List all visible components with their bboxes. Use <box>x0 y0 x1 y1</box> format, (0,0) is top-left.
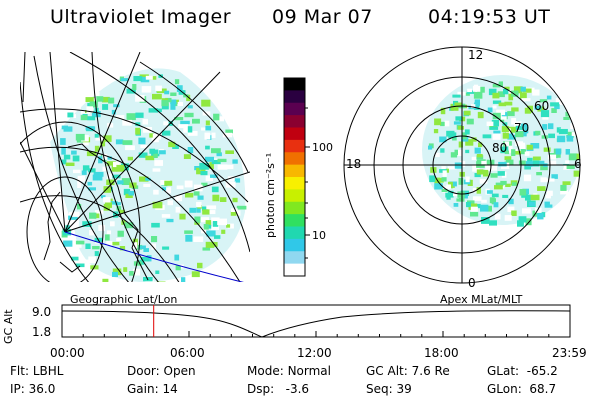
colorbar: 100 10 photon cm⁻²s⁻¹ <box>264 77 333 277</box>
mode-info: Mode: Normal <box>247 364 331 378</box>
dsp-info: Dsp: -3.6 <box>247 382 310 396</box>
alt-xtick-4: 23:59 <box>552 346 587 360</box>
mlt-label-18: 18 <box>346 157 361 171</box>
mlt-label-0: 0 <box>468 276 476 290</box>
mlt-label-12: 12 <box>468 48 483 62</box>
colorbar-tick-100: 100 <box>312 141 333 154</box>
mlt-label-6: 6 <box>574 157 582 171</box>
gain-info: Gain: 14 <box>127 382 178 396</box>
alt-plot-ylabel: GC Alt <box>2 309 15 344</box>
mlat-label-80: 80 <box>492 141 507 155</box>
coastline <box>43 143 149 281</box>
alt-xtick-0: 00:00 <box>50 346 85 360</box>
gc-alt-info: GC Alt: 7.6 Re <box>366 364 450 378</box>
alt-ytick-bottom: 1.8 <box>32 325 52 339</box>
alt-xtick-3: 18:00 <box>424 346 459 360</box>
mlat-label-70: 70 <box>514 121 529 135</box>
date-label: 09 Mar 07 <box>272 6 373 28</box>
alt-xtick-1: 06:00 <box>170 346 205 360</box>
instrument-title: Ultraviolet Imager <box>50 6 232 28</box>
polar-grid <box>343 46 581 284</box>
alt-ytick-top: 9.0 <box>32 305 52 319</box>
geographic-map <box>20 52 250 282</box>
polar-plot: 12 0 18 6 60 70 80 <box>343 46 582 290</box>
colorbar-gradient <box>284 78 305 277</box>
door-info: Door: Open <box>127 364 196 378</box>
filter-info: Flt: LBHL <box>10 364 64 378</box>
ip-info: IP: 36.0 <box>10 382 56 396</box>
glon-info: GLon: 68.7 <box>487 382 557 396</box>
polar-plot-label: Apex MLat/MLT <box>440 293 523 306</box>
seq-info: Seq: 39 <box>366 382 412 396</box>
lat-lon-grid <box>20 52 250 282</box>
geo-map-label: Geographic Lat/Lon <box>70 293 178 306</box>
mlat-label-60: 60 <box>534 99 549 113</box>
aurora-image <box>50 68 247 282</box>
time-label: 04:19:53 UT <box>428 6 551 28</box>
glat-info: GLat: -65.2 <box>487 364 558 378</box>
colorbar-tick-10: 10 <box>312 229 326 242</box>
alt-xtick-2: 12:00 <box>297 346 332 360</box>
terminator-line <box>64 231 244 282</box>
colorbar-label: photon cm⁻²s⁻¹ <box>264 153 277 238</box>
altitude-timeline <box>61 304 571 338</box>
